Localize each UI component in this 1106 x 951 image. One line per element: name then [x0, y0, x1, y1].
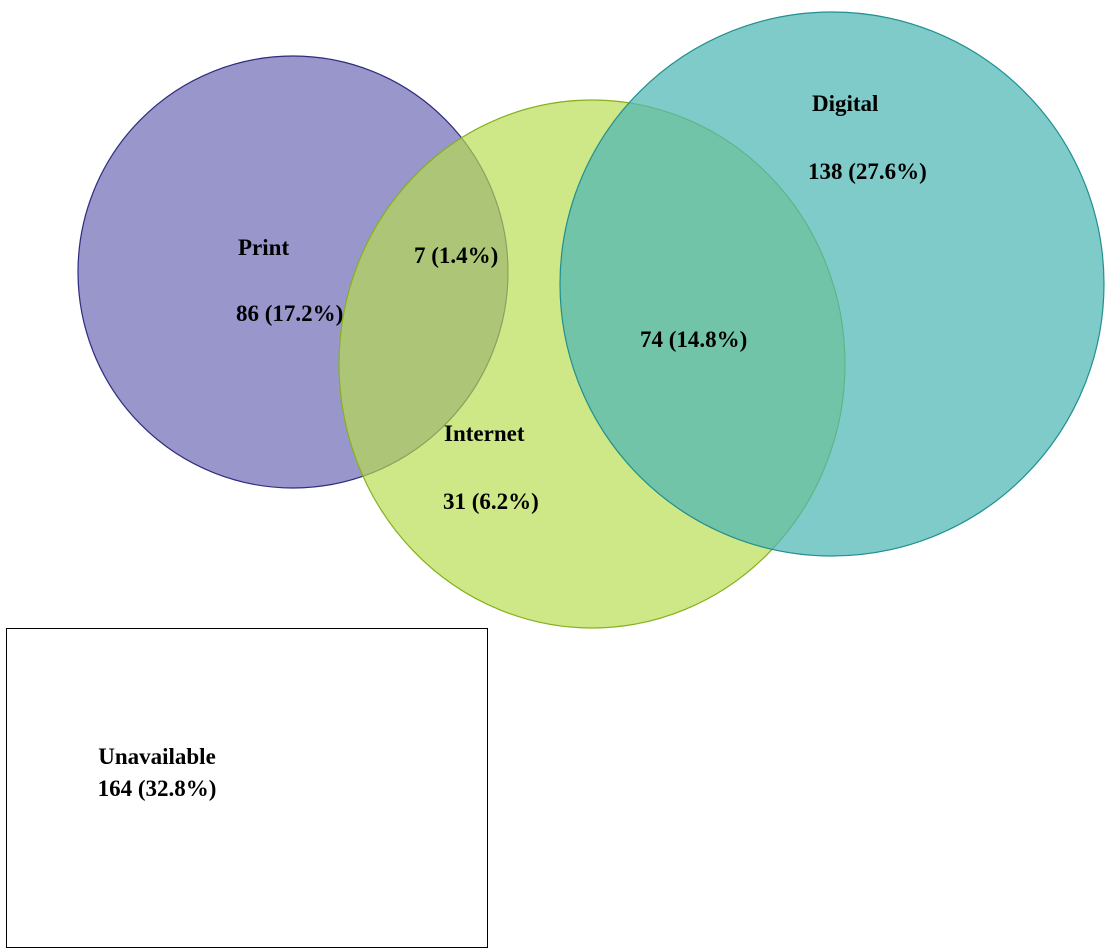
unavailable-value: 164 (32.8%) [97, 776, 217, 802]
digital-only-value: 138 (27.6%) [808, 159, 927, 184]
print-set-label: Print [238, 235, 290, 260]
unavailable-box: Unavailable 164 (32.8%) [6, 628, 488, 948]
unavailable-text: Unavailable 164 (32.8%) [7, 741, 307, 805]
digital-set-label: Digital [812, 91, 879, 116]
digital-circle [559, 11, 1105, 557]
internet-only-value: 31 (6.2%) [443, 489, 539, 514]
print-internet-overlap-value: 7 (1.4%) [414, 243, 499, 268]
internet-digital-overlap-value: 74 (14.8%) [640, 327, 748, 352]
internet-set-label: Internet [444, 421, 525, 446]
unavailable-label: Unavailable [98, 744, 216, 769]
print-only-value: 86 (17.2%) [236, 301, 344, 326]
